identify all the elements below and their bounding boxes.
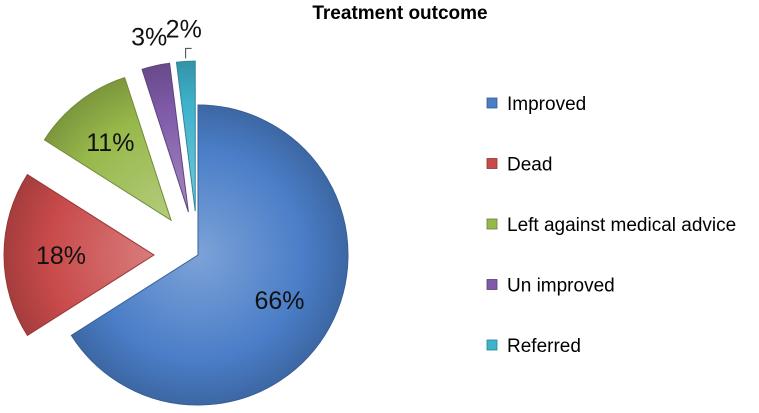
slice-value-label: 18% — [36, 242, 86, 270]
legend-label: Left against medical advice — [507, 215, 736, 236]
legend-label: Dead — [507, 155, 552, 176]
legend-label: Referred — [507, 336, 581, 357]
slice-left-against-medical-advice — [43, 76, 172, 222]
legend: Improved Dead Left against medical advice U… — [486, 94, 736, 357]
legend-label: Un improved — [507, 276, 615, 297]
legend-swatch — [486, 97, 498, 109]
legend-swatch — [486, 218, 498, 230]
leader-line — [185, 47, 192, 59]
slice-value-label: 11% — [86, 129, 134, 157]
leader-lines — [185, 47, 192, 59]
legend-swatch — [486, 158, 498, 169]
legend-label: Improved — [507, 94, 586, 115]
chart-title: Treatment outcome — [312, 3, 487, 24]
legend-swatch — [486, 279, 498, 290]
slice-value-label: 2% — [166, 15, 202, 43]
slice-value-label: 66% — [254, 287, 304, 315]
slice-improved — [70, 104, 349, 406]
slice-dead — [3, 173, 155, 337]
pie-slices — [3, 60, 349, 406]
slice-labels: 66% 18% 11% 3%2% — [36, 15, 305, 314]
legend-swatch — [486, 339, 498, 351]
slice-un-improved — [141, 62, 189, 213]
slice-value-label: 3% — [131, 23, 167, 51]
slice-referred — [175, 60, 196, 212]
